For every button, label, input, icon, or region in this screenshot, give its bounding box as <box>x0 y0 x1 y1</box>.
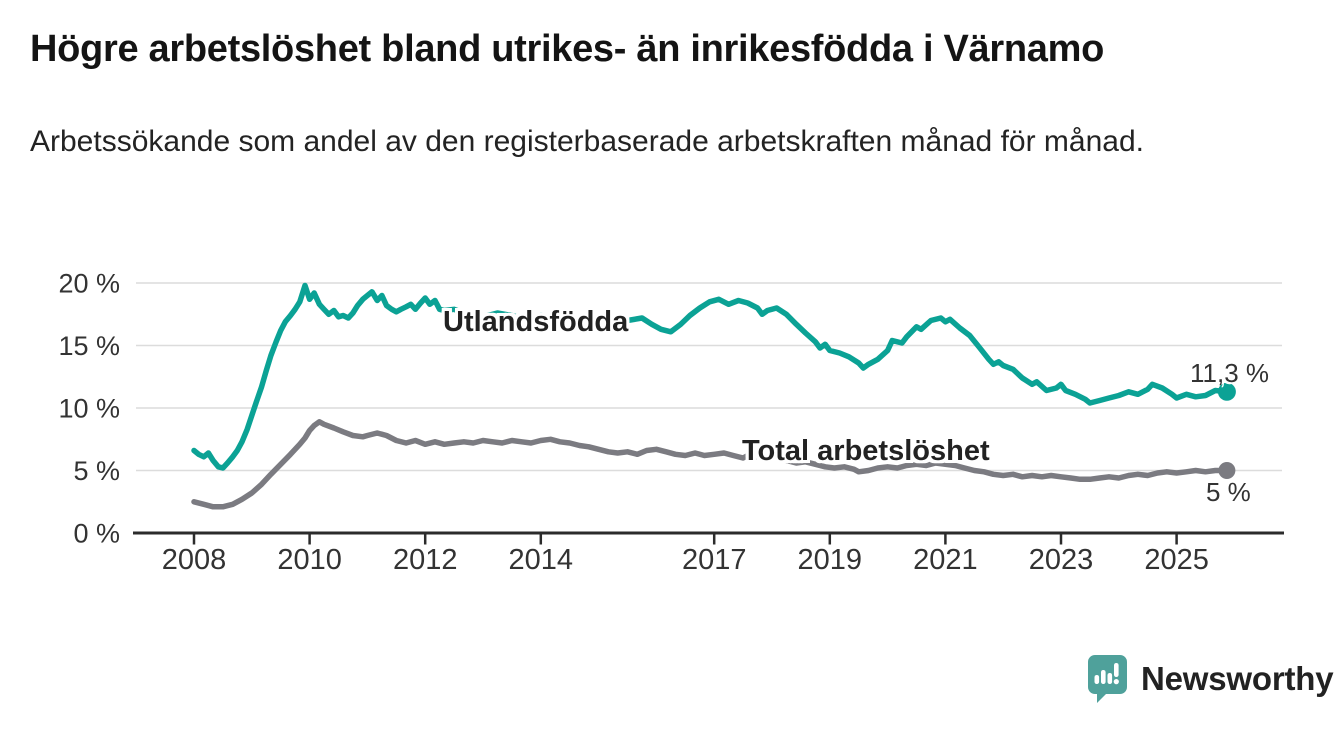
x-axis-tick-label: 2008 <box>162 544 227 576</box>
chart-subtitle: Arbetssökande som andel av den registerb… <box>30 125 1144 158</box>
x-axis-tick-label: 2019 <box>798 544 863 576</box>
y-axis-tick-label: 20 % <box>58 269 120 299</box>
endpoint-dot-total <box>1218 462 1236 479</box>
series-label-total-arbetsloshet: Total arbetslöshet <box>742 435 990 467</box>
y-axis-tick-label: 5 % <box>73 456 120 486</box>
y-axis-tick-label: 15 % <box>58 331 120 361</box>
x-axis-tick-label: 2014 <box>509 544 574 576</box>
x-axis-tick-label: 2023 <box>1029 544 1094 576</box>
end-value-label-total: 5 % <box>1206 477 1251 507</box>
endpoint-dot-utlandsfodda <box>1217 382 1236 401</box>
page-title: Högre arbetslöshet bland utrikes- än inr… <box>30 28 1105 70</box>
x-axis-tick-label: 2017 <box>682 544 747 576</box>
series-line-utlandsfodda <box>191 282 1230 471</box>
x-axis-tick-label: 2025 <box>1144 544 1209 576</box>
x-axis-tick-label: 2012 <box>393 544 458 576</box>
end-value-label-utlandsfodda: 11,3 % <box>1190 358 1270 388</box>
series-line-total-arbetsloshet <box>191 419 1230 510</box>
newsworthy-logo-icon <box>1088 655 1127 703</box>
newsworthy-logo-text: Newsworthy <box>1141 660 1334 697</box>
newsworthy-logo: Newsworthy <box>1087 654 1334 704</box>
y-axis-tick-label: 0 % <box>73 519 120 549</box>
series-label-utlandsfodda: Utlandsfödda <box>443 306 629 338</box>
x-axis-tick-label: 2021 <box>913 544 978 576</box>
y-axis-tick-label: 10 % <box>58 394 120 424</box>
x-axis-tick-label: 2010 <box>277 544 342 576</box>
